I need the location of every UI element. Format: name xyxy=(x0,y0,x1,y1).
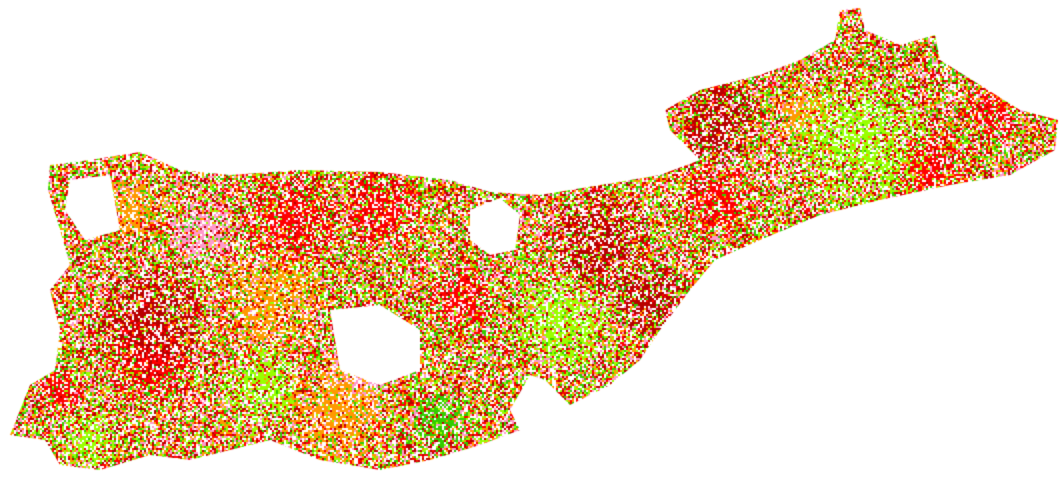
classified-raster-map[interactable] xyxy=(0,0,1060,477)
map-container xyxy=(0,0,1060,477)
